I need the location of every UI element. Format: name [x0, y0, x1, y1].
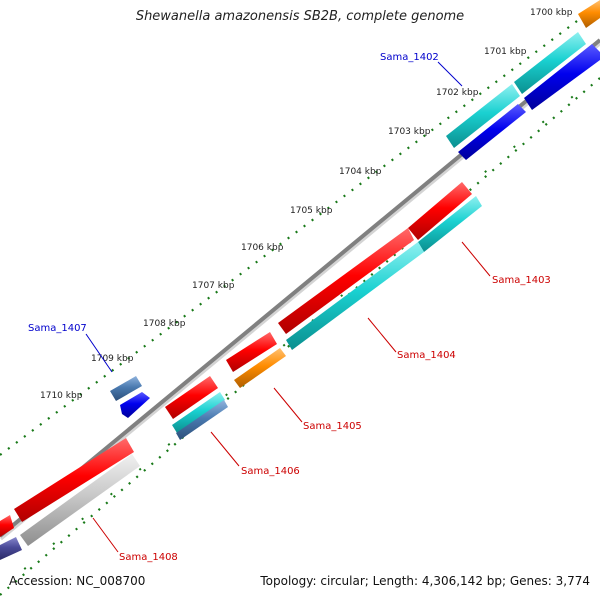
cds-1401-block[interactable]	[514, 32, 586, 94]
cds-sama-1408-red[interactable]	[14, 438, 134, 522]
tick-1709: 1709 kbp	[91, 354, 134, 364]
label-sama-1403[interactable]: Sama_1403	[492, 275, 551, 286]
leader-sama-1406	[210, 431, 240, 467]
cds-edge-red[interactable]	[0, 515, 14, 537]
leader-lines	[85, 61, 491, 553]
leader-sama-1403	[461, 241, 491, 277]
cds-blocks	[0, 0, 600, 560]
genome-summary-text: Topology: circular; Length: 4,306,142 bp…	[260, 574, 590, 588]
leader-sama-1408	[92, 517, 119, 553]
tick-1703: 1703 kbp	[388, 127, 431, 137]
accession-text: Accession: NC_008700	[9, 574, 146, 588]
label-sama-1405[interactable]: Sama_1405	[303, 421, 362, 432]
leader-sama-1405	[273, 387, 303, 423]
cds-blue-upper[interactable]	[524, 44, 600, 110]
tick-1706: 1706 kbp	[241, 243, 284, 253]
tick-1708: 1708 kbp	[143, 319, 186, 329]
gene-labels: Sama_1402 Sama_1403 Sama_1404 Sama_1405 …	[28, 52, 551, 563]
cds-sama-1407-blue[interactable]	[120, 392, 150, 418]
outer-tick-ring	[0, 5, 598, 456]
cds-sama-1406-red[interactable]	[165, 376, 218, 419]
tick-1700: 1700 kbp	[530, 8, 573, 18]
leader-sama-1407	[85, 333, 113, 373]
kbp-labels: 1700 kbp 1701 kbp 1702 kbp 1703 kbp 1704…	[40, 8, 573, 401]
label-sama-1408[interactable]: Sama_1408	[119, 552, 178, 563]
cds-sama-1405-orange[interactable]	[234, 348, 286, 388]
cds-sama-1402-block[interactable]	[446, 84, 520, 148]
tick-1702: 1702 kbp	[436, 88, 479, 98]
leader-sama-1404	[367, 317, 397, 353]
label-sama-1404[interactable]: Sama_1404	[397, 350, 456, 361]
cds-sama-1403b-red[interactable]	[278, 228, 414, 334]
cds-sama-1406-cyan[interactable]	[172, 392, 225, 433]
cds-sama-1403-cyan[interactable]	[418, 196, 482, 252]
label-sama-1402[interactable]: Sama_1402	[380, 52, 439, 63]
leader-sama-1402	[437, 61, 463, 87]
cds-sama-1405-red[interactable]	[226, 332, 277, 372]
inner-tick-ring	[0, 77, 600, 596]
cds-sama-1406-steel[interactable]	[176, 400, 228, 440]
tick-1704: 1704 kbp	[339, 167, 382, 177]
cds-sama-1407-steel[interactable]	[110, 376, 142, 401]
cds-sama-1408-grey[interactable]	[20, 454, 140, 546]
tick-1705: 1705 kbp	[290, 206, 333, 216]
tick-1707: 1707 kbp	[192, 281, 235, 291]
cds-blue-block[interactable]	[458, 104, 526, 160]
cds-sama-1404-cyan[interactable]	[286, 242, 424, 350]
cds-edge-purple[interactable]	[0, 537, 22, 560]
tick-1701: 1701 kbp	[484, 47, 527, 57]
label-sama-1407[interactable]: Sama_1407	[28, 323, 87, 334]
tick-1710: 1710 kbp	[40, 391, 83, 401]
label-sama-1406[interactable]: Sama_1406	[241, 466, 300, 477]
map-title: Shewanella amazonensis SB2B, complete ge…	[135, 9, 465, 24]
cds-orange-upper[interactable]	[578, 0, 600, 28]
cds-sama-1403-red[interactable]	[408, 182, 472, 240]
